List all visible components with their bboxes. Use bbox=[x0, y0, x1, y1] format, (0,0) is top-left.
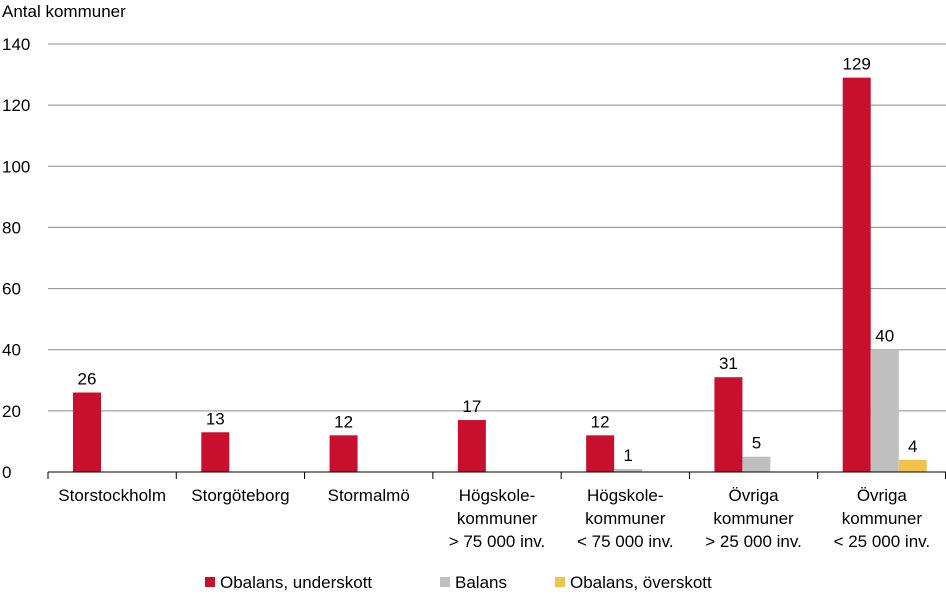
x-tick-label: Högskole- bbox=[459, 486, 536, 505]
data-label: 5 bbox=[752, 434, 761, 453]
y-tick-label: 120 bbox=[2, 96, 30, 115]
legend-swatch bbox=[440, 577, 450, 587]
data-label: 17 bbox=[462, 397, 481, 416]
x-tick-label: Övriga bbox=[729, 486, 780, 505]
bars bbox=[73, 77, 927, 472]
data-label: 12 bbox=[334, 412, 353, 431]
bar bbox=[329, 435, 358, 472]
y-tick-label: 0 bbox=[2, 463, 11, 482]
x-tick-label: kommuner bbox=[457, 509, 538, 528]
x-tick-label: > 75 000 inv. bbox=[449, 532, 546, 551]
bar bbox=[842, 77, 871, 472]
legend-label: Obalans, överskott bbox=[570, 573, 712, 592]
y-tick-label: 20 bbox=[2, 402, 21, 421]
data-label: 12 bbox=[591, 412, 610, 431]
legend: Obalans, underskott Balans Obalans, översk… bbox=[205, 573, 712, 592]
y-tick-label: 40 bbox=[2, 341, 21, 360]
legend-swatch bbox=[205, 577, 215, 587]
bar bbox=[201, 432, 230, 472]
data-label: 129 bbox=[843, 55, 871, 74]
bar bbox=[586, 435, 615, 472]
x-tick-label: kommuner bbox=[842, 509, 923, 528]
bar bbox=[614, 468, 643, 472]
bar bbox=[457, 420, 486, 472]
x-tick-label: > 25 000 inv. bbox=[705, 532, 802, 551]
legend-label: Obalans, underskott bbox=[220, 573, 372, 592]
y-tick-label: 140 bbox=[2, 35, 30, 54]
data-label: 13 bbox=[206, 409, 225, 428]
bar bbox=[73, 392, 101, 472]
x-tick-label: < 75 000 inv. bbox=[577, 532, 674, 551]
y-tick-label: 100 bbox=[2, 157, 30, 176]
grid-lines bbox=[48, 43, 946, 412]
x-tick-label: Övriga bbox=[857, 486, 908, 505]
x-tick-labels: Storstockholm Storgöteborg Stormalmö Högsko… bbox=[58, 486, 930, 551]
legend-swatch bbox=[555, 577, 565, 587]
data-label: 1 bbox=[623, 446, 632, 465]
x-tick-label: kommuner bbox=[585, 509, 666, 528]
data-label: 31 bbox=[719, 354, 738, 373]
x-tick-label: Storgöteborg bbox=[191, 486, 289, 505]
y-axis-label: Antal kommuner bbox=[2, 2, 126, 21]
bar bbox=[742, 456, 771, 472]
y-tick-label: 60 bbox=[2, 280, 21, 299]
data-label: 26 bbox=[78, 370, 97, 389]
bar bbox=[714, 377, 743, 472]
bar bbox=[870, 349, 899, 472]
data-labels: 26 13 12 17 12 1 31 5 129 40 4 bbox=[78, 55, 918, 465]
x-axis bbox=[47, 471, 946, 479]
x-tick-label: Stormalmö bbox=[328, 486, 410, 505]
x-tick-label: kommuner bbox=[713, 509, 794, 528]
y-tick-label: 80 bbox=[2, 218, 21, 237]
data-label: 4 bbox=[908, 437, 917, 456]
x-tick-label: Högskole- bbox=[587, 486, 664, 505]
y-tick-labels: 0 20 40 60 80 100 120 140 bbox=[2, 35, 30, 482]
x-tick-label: < 25 000 inv. bbox=[834, 532, 931, 551]
legend-label: Balans bbox=[455, 573, 507, 592]
data-label: 40 bbox=[875, 327, 894, 346]
x-tick-label: Storstockholm bbox=[58, 486, 166, 505]
bar bbox=[898, 459, 927, 472]
